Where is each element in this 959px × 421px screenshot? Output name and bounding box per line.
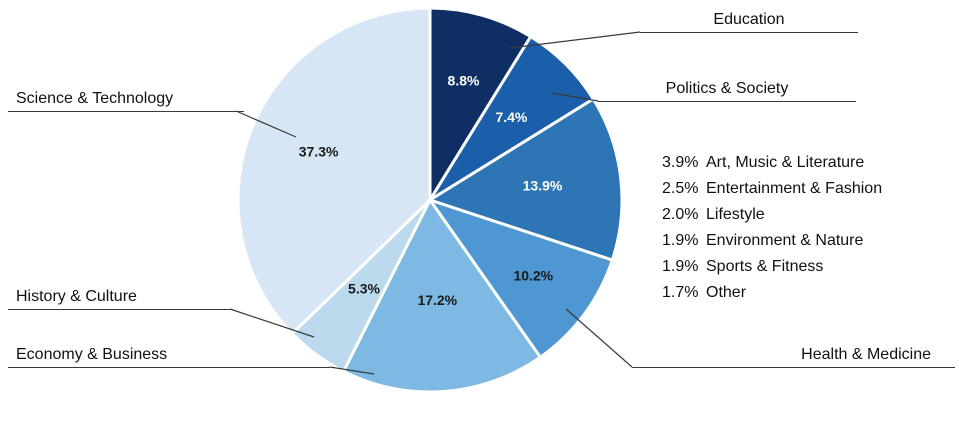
leader-line (551, 92, 599, 102)
callout-health-medicine: Health & Medicine (632, 343, 955, 368)
slice-value-label: 5.3% (348, 280, 380, 296)
slice-value-label: 10.2% (513, 267, 553, 283)
legend-item: 2.5% Entertainment & Fashion (662, 176, 882, 202)
pie-slice (428, 198, 614, 359)
callout-history-culture: History & Culture (8, 285, 230, 310)
slice-value-label: 13.9% (523, 177, 563, 193)
legend-item-label: Lifestyle (706, 206, 765, 223)
legend-item: 3.9% Art, Music & Literature (662, 150, 882, 176)
legend-item-value: 3.9% (662, 154, 699, 171)
legend-item-label: Environment & Nature (706, 232, 864, 249)
legend-item-label: Art, Music & Literature (706, 154, 865, 171)
callout-politics-society: Politics & Society (598, 77, 856, 102)
legend-item-value: 1.9% (662, 258, 699, 275)
callout-economy-business: Economy & Business (8, 343, 330, 368)
pie-slice (428, 6, 533, 202)
callout-science-technology: Science & Technology (8, 87, 244, 112)
legend-item-label: Sports & Fitness (706, 258, 824, 275)
pie-slice (428, 97, 624, 262)
leader-line (509, 31, 641, 49)
slice-value-label: 17.2% (417, 292, 457, 308)
legend-item-value: 2.5% (662, 180, 699, 197)
slice-value-label: 37.3% (299, 144, 339, 160)
legend-item: 2.0% Lifestyle (662, 202, 882, 228)
legend-item-value: 1.7% (662, 284, 699, 301)
pie-slice (342, 198, 542, 394)
legend-item: 1.9% Sports & Fitness (662, 254, 882, 280)
breakdown-legend: 3.9% Art, Music & Literature 2.5% Entertain… (662, 150, 882, 306)
legend-item-label: Other (706, 284, 747, 301)
leader-line (329, 366, 375, 375)
legend-item-value: 2.0% (662, 206, 699, 223)
callout-education: Education (640, 8, 858, 33)
leader-line (235, 110, 297, 138)
leader-line (565, 308, 633, 368)
pie-slice (236, 6, 432, 336)
legend-item: 1.9% Environment & Nature (662, 228, 882, 254)
slice-value-label: 8.8% (448, 73, 480, 89)
legend-item-label: Entertainment & Fashion (706, 180, 883, 197)
legend-item: 1.7% Other (662, 280, 882, 306)
leader-line (229, 308, 315, 338)
legend-item-value: 1.9% (662, 232, 699, 249)
slice-value-label: 7.4% (495, 109, 527, 125)
